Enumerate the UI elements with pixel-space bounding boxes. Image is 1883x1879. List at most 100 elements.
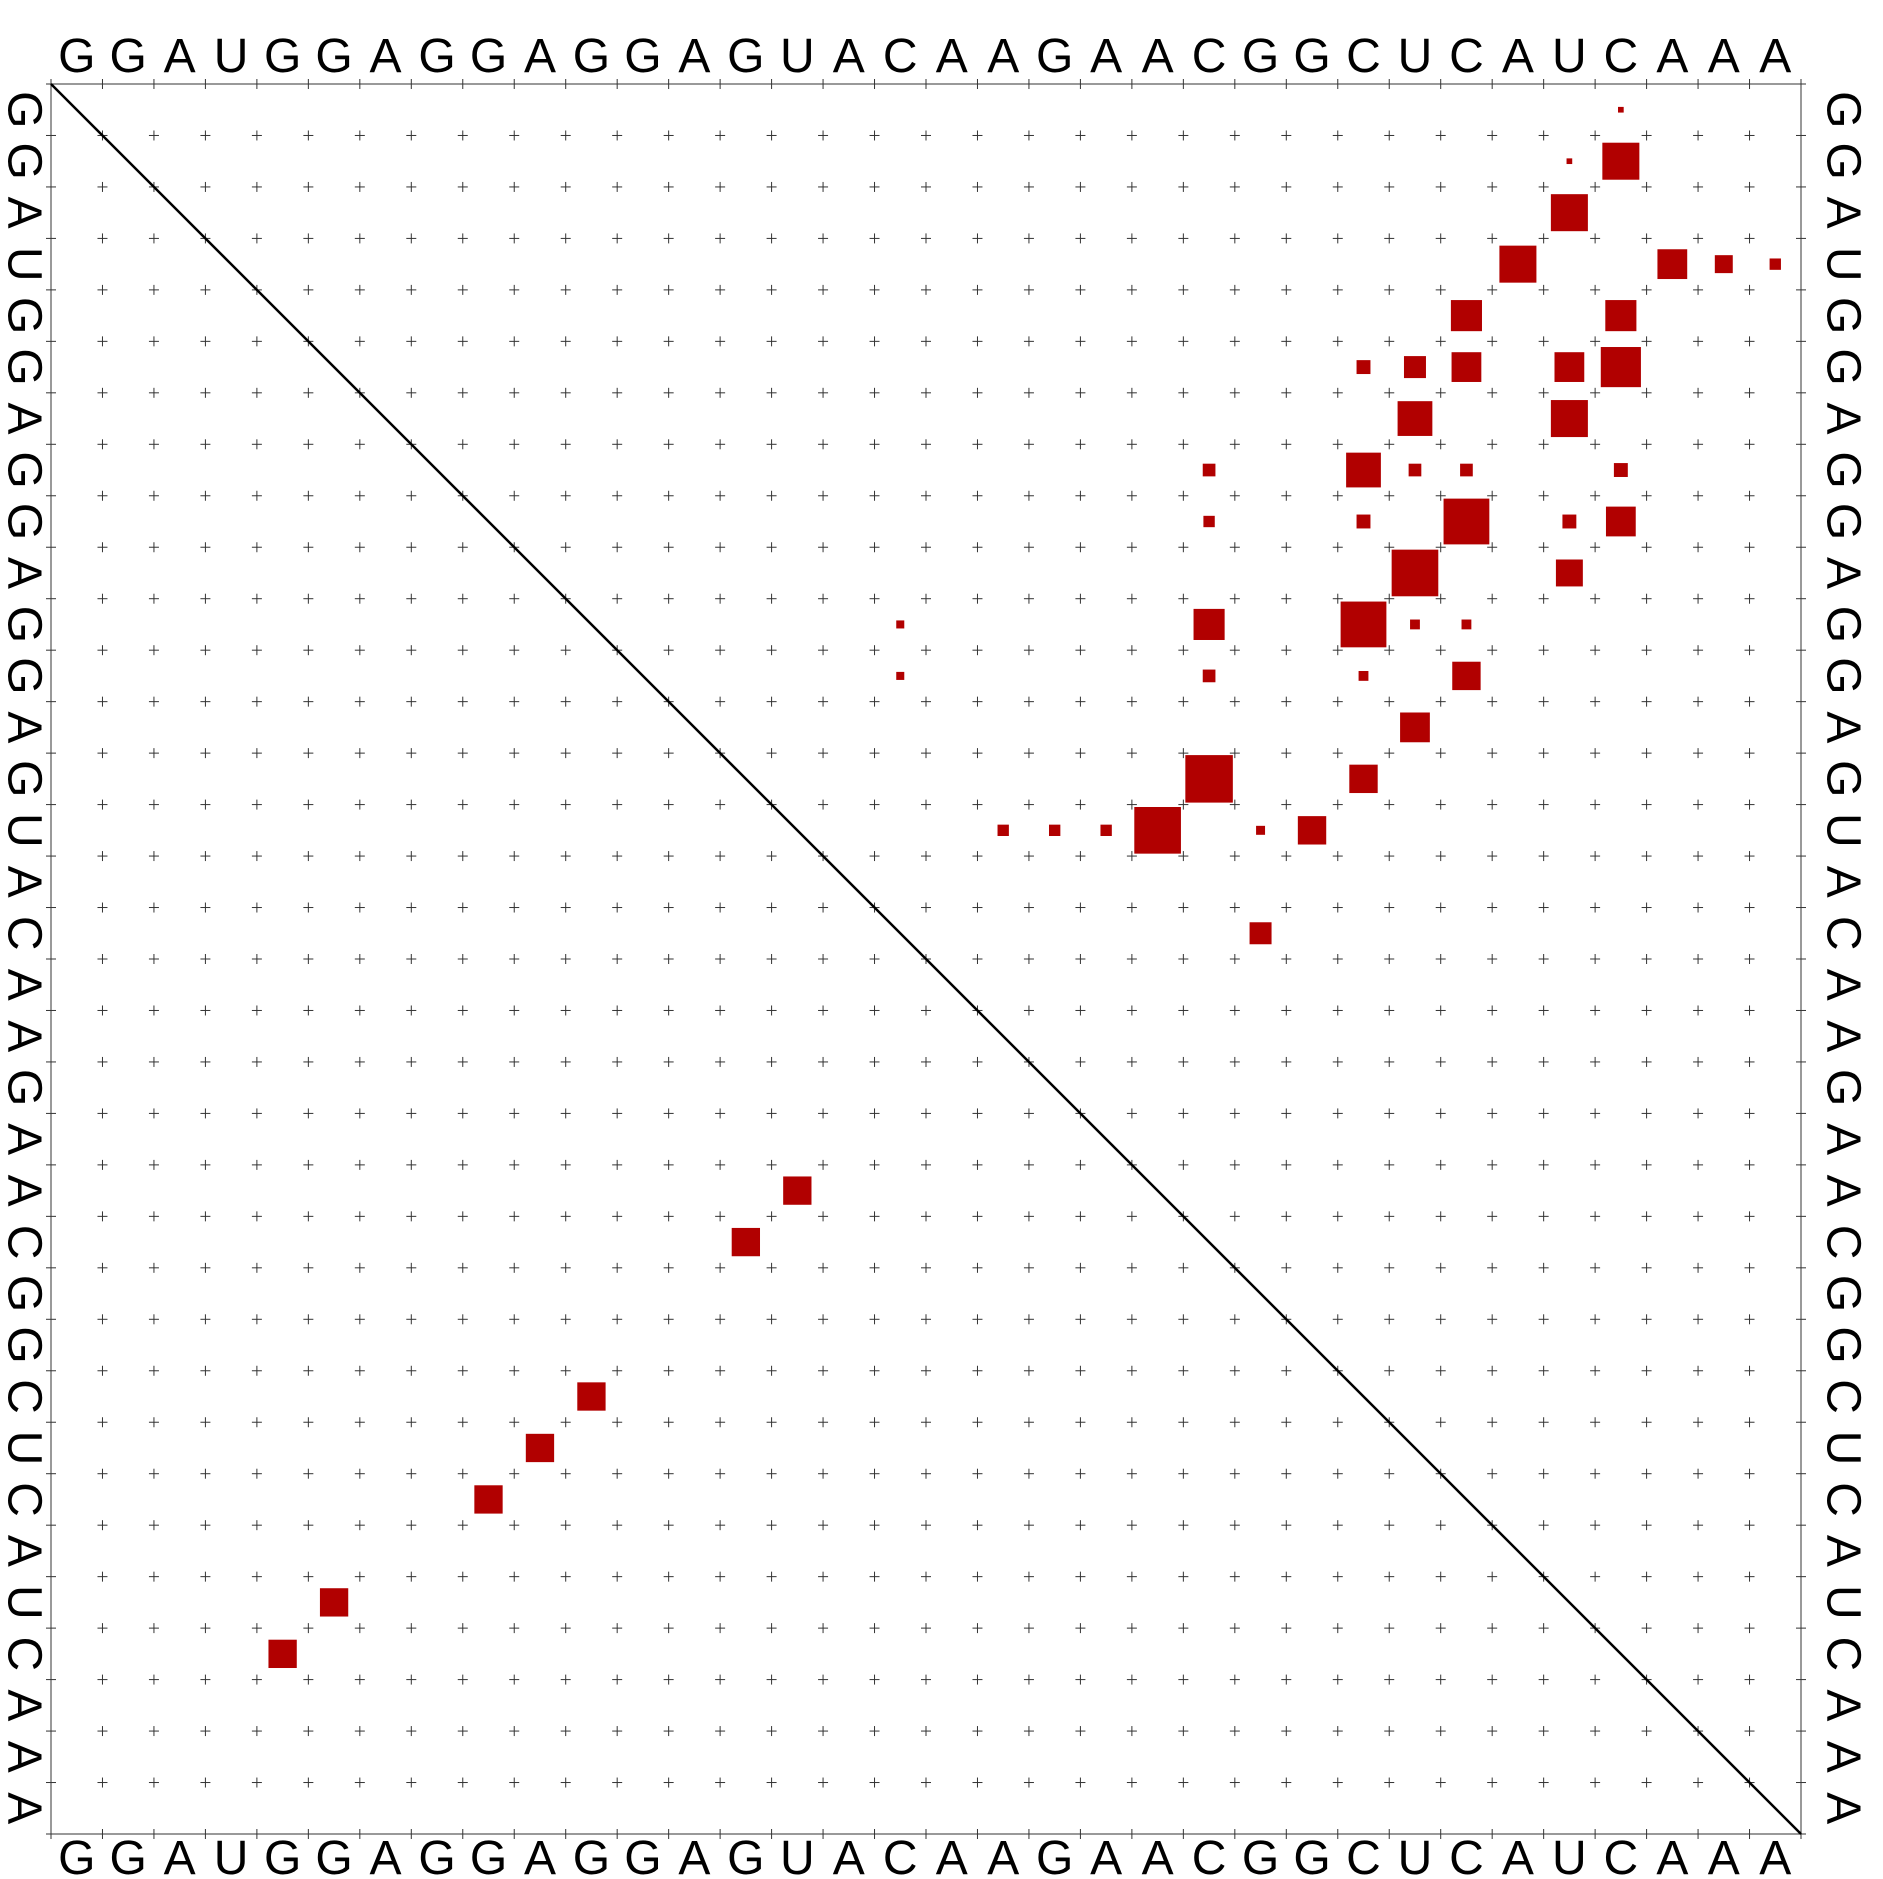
grid-plus bbox=[921, 1675, 931, 1685]
grid-plus bbox=[458, 1057, 468, 1067]
grid-plus bbox=[1642, 1314, 1652, 1324]
grid-plus bbox=[252, 182, 262, 192]
grid-plus bbox=[303, 1572, 313, 1582]
grid-plus bbox=[715, 851, 725, 861]
grid-plus bbox=[1539, 800, 1549, 810]
grid-plus bbox=[252, 1263, 262, 1273]
grid-plus bbox=[715, 1778, 725, 1788]
pair-box-lower bbox=[320, 1588, 348, 1616]
grid-plus bbox=[252, 1366, 262, 1376]
grid-plus bbox=[200, 1726, 210, 1736]
grid-plus bbox=[870, 182, 880, 192]
grid-plus bbox=[355, 1623, 365, 1633]
grid-plus bbox=[1642, 388, 1652, 398]
grid-plus bbox=[921, 1623, 931, 1633]
grid-plus bbox=[870, 594, 880, 604]
grid-plus bbox=[818, 1469, 828, 1479]
sequence-letter-right: A bbox=[1817, 197, 1870, 229]
grid-plus bbox=[458, 285, 468, 295]
grid-plus bbox=[252, 1469, 262, 1479]
grid-plus bbox=[1693, 748, 1703, 758]
grid-plus bbox=[1539, 645, 1549, 655]
grid-plus bbox=[1384, 1572, 1394, 1582]
grid-plus bbox=[149, 542, 159, 552]
grid-plus bbox=[1384, 388, 1394, 398]
grid-plus bbox=[458, 1211, 468, 1221]
sequence-letter-top: G bbox=[1293, 30, 1330, 83]
grid-plus bbox=[612, 388, 622, 398]
sequence-letter-top: A bbox=[1759, 30, 1791, 83]
grid-plus bbox=[1745, 1366, 1755, 1376]
grid-plus bbox=[1642, 336, 1652, 346]
grid-plus bbox=[1178, 1520, 1188, 1530]
grid-plus bbox=[97, 1726, 107, 1736]
grid-plus bbox=[1333, 800, 1343, 810]
grid-plus bbox=[921, 1160, 931, 1170]
grid-plus bbox=[1539, 182, 1549, 192]
pair-box-upper bbox=[1203, 464, 1216, 477]
grid-plus bbox=[1436, 1263, 1446, 1273]
grid-plus bbox=[303, 1366, 313, 1376]
grid-plus bbox=[1075, 182, 1085, 192]
sequence-letter-bottom: A bbox=[164, 1832, 196, 1879]
grid-plus bbox=[972, 439, 982, 449]
pair-box-upper bbox=[1357, 360, 1371, 374]
grid-plus bbox=[303, 800, 313, 810]
pair-box-lower bbox=[783, 1176, 811, 1204]
grid-plus bbox=[1590, 1160, 1600, 1170]
grid-plus bbox=[921, 542, 931, 552]
pair-box-upper bbox=[1194, 609, 1225, 640]
grid-plus bbox=[561, 130, 571, 140]
grid-plus bbox=[972, 851, 982, 861]
grid-plus bbox=[561, 182, 571, 192]
grid-plus bbox=[1127, 1572, 1137, 1582]
grid-plus bbox=[458, 439, 468, 449]
grid-plus bbox=[767, 1211, 777, 1221]
grid-plus bbox=[303, 1623, 313, 1633]
grid-plus bbox=[149, 1211, 159, 1221]
grid-plus bbox=[252, 851, 262, 861]
sequence-letter-top: A bbox=[1090, 30, 1122, 83]
grid-plus bbox=[1127, 748, 1137, 758]
grid-plus bbox=[1436, 697, 1446, 707]
grid-plus bbox=[406, 1366, 416, 1376]
grid-plus bbox=[303, 594, 313, 604]
grid-plus bbox=[1745, 285, 1755, 295]
grid-plus bbox=[303, 285, 313, 295]
pair-box-lower bbox=[474, 1485, 502, 1513]
grid-plus bbox=[921, 1211, 931, 1221]
grid-plus bbox=[870, 1572, 880, 1582]
grid-plus bbox=[715, 1366, 725, 1376]
grid-plus bbox=[509, 1726, 519, 1736]
grid-plus bbox=[1693, 491, 1703, 501]
sequence-letter-right: A bbox=[1817, 1689, 1870, 1721]
pair-box-lower bbox=[526, 1434, 554, 1462]
grid-plus bbox=[1024, 851, 1034, 861]
grid-plus bbox=[921, 1417, 931, 1427]
pair-box-upper bbox=[1499, 246, 1536, 283]
grid-plus bbox=[1487, 1160, 1497, 1170]
grid-plus bbox=[1436, 1108, 1446, 1118]
grid-plus bbox=[870, 1469, 880, 1479]
grid-plus bbox=[1024, 954, 1034, 964]
grid-plus bbox=[664, 130, 674, 140]
grid-plus bbox=[561, 233, 571, 243]
grid-plus bbox=[767, 542, 777, 552]
grid-plus bbox=[1075, 1726, 1085, 1736]
grid-plus bbox=[664, 1417, 674, 1427]
sequence-letter-left: G bbox=[0, 657, 51, 694]
sequence-letter-bottom: G bbox=[315, 1832, 352, 1879]
grid-plus bbox=[870, 1211, 880, 1221]
grid-plus bbox=[612, 491, 622, 501]
grid-plus bbox=[252, 1108, 262, 1118]
grid-plus bbox=[355, 800, 365, 810]
grid-plus bbox=[1281, 594, 1291, 604]
grid-plus bbox=[972, 542, 982, 552]
grid-plus bbox=[1642, 851, 1652, 861]
grid-plus bbox=[252, 439, 262, 449]
grid-plus bbox=[1127, 130, 1137, 140]
grid-plus bbox=[1436, 1417, 1446, 1427]
grid-plus bbox=[200, 1314, 210, 1324]
pair-box-upper bbox=[1606, 507, 1636, 537]
grid-plus bbox=[715, 1675, 725, 1685]
